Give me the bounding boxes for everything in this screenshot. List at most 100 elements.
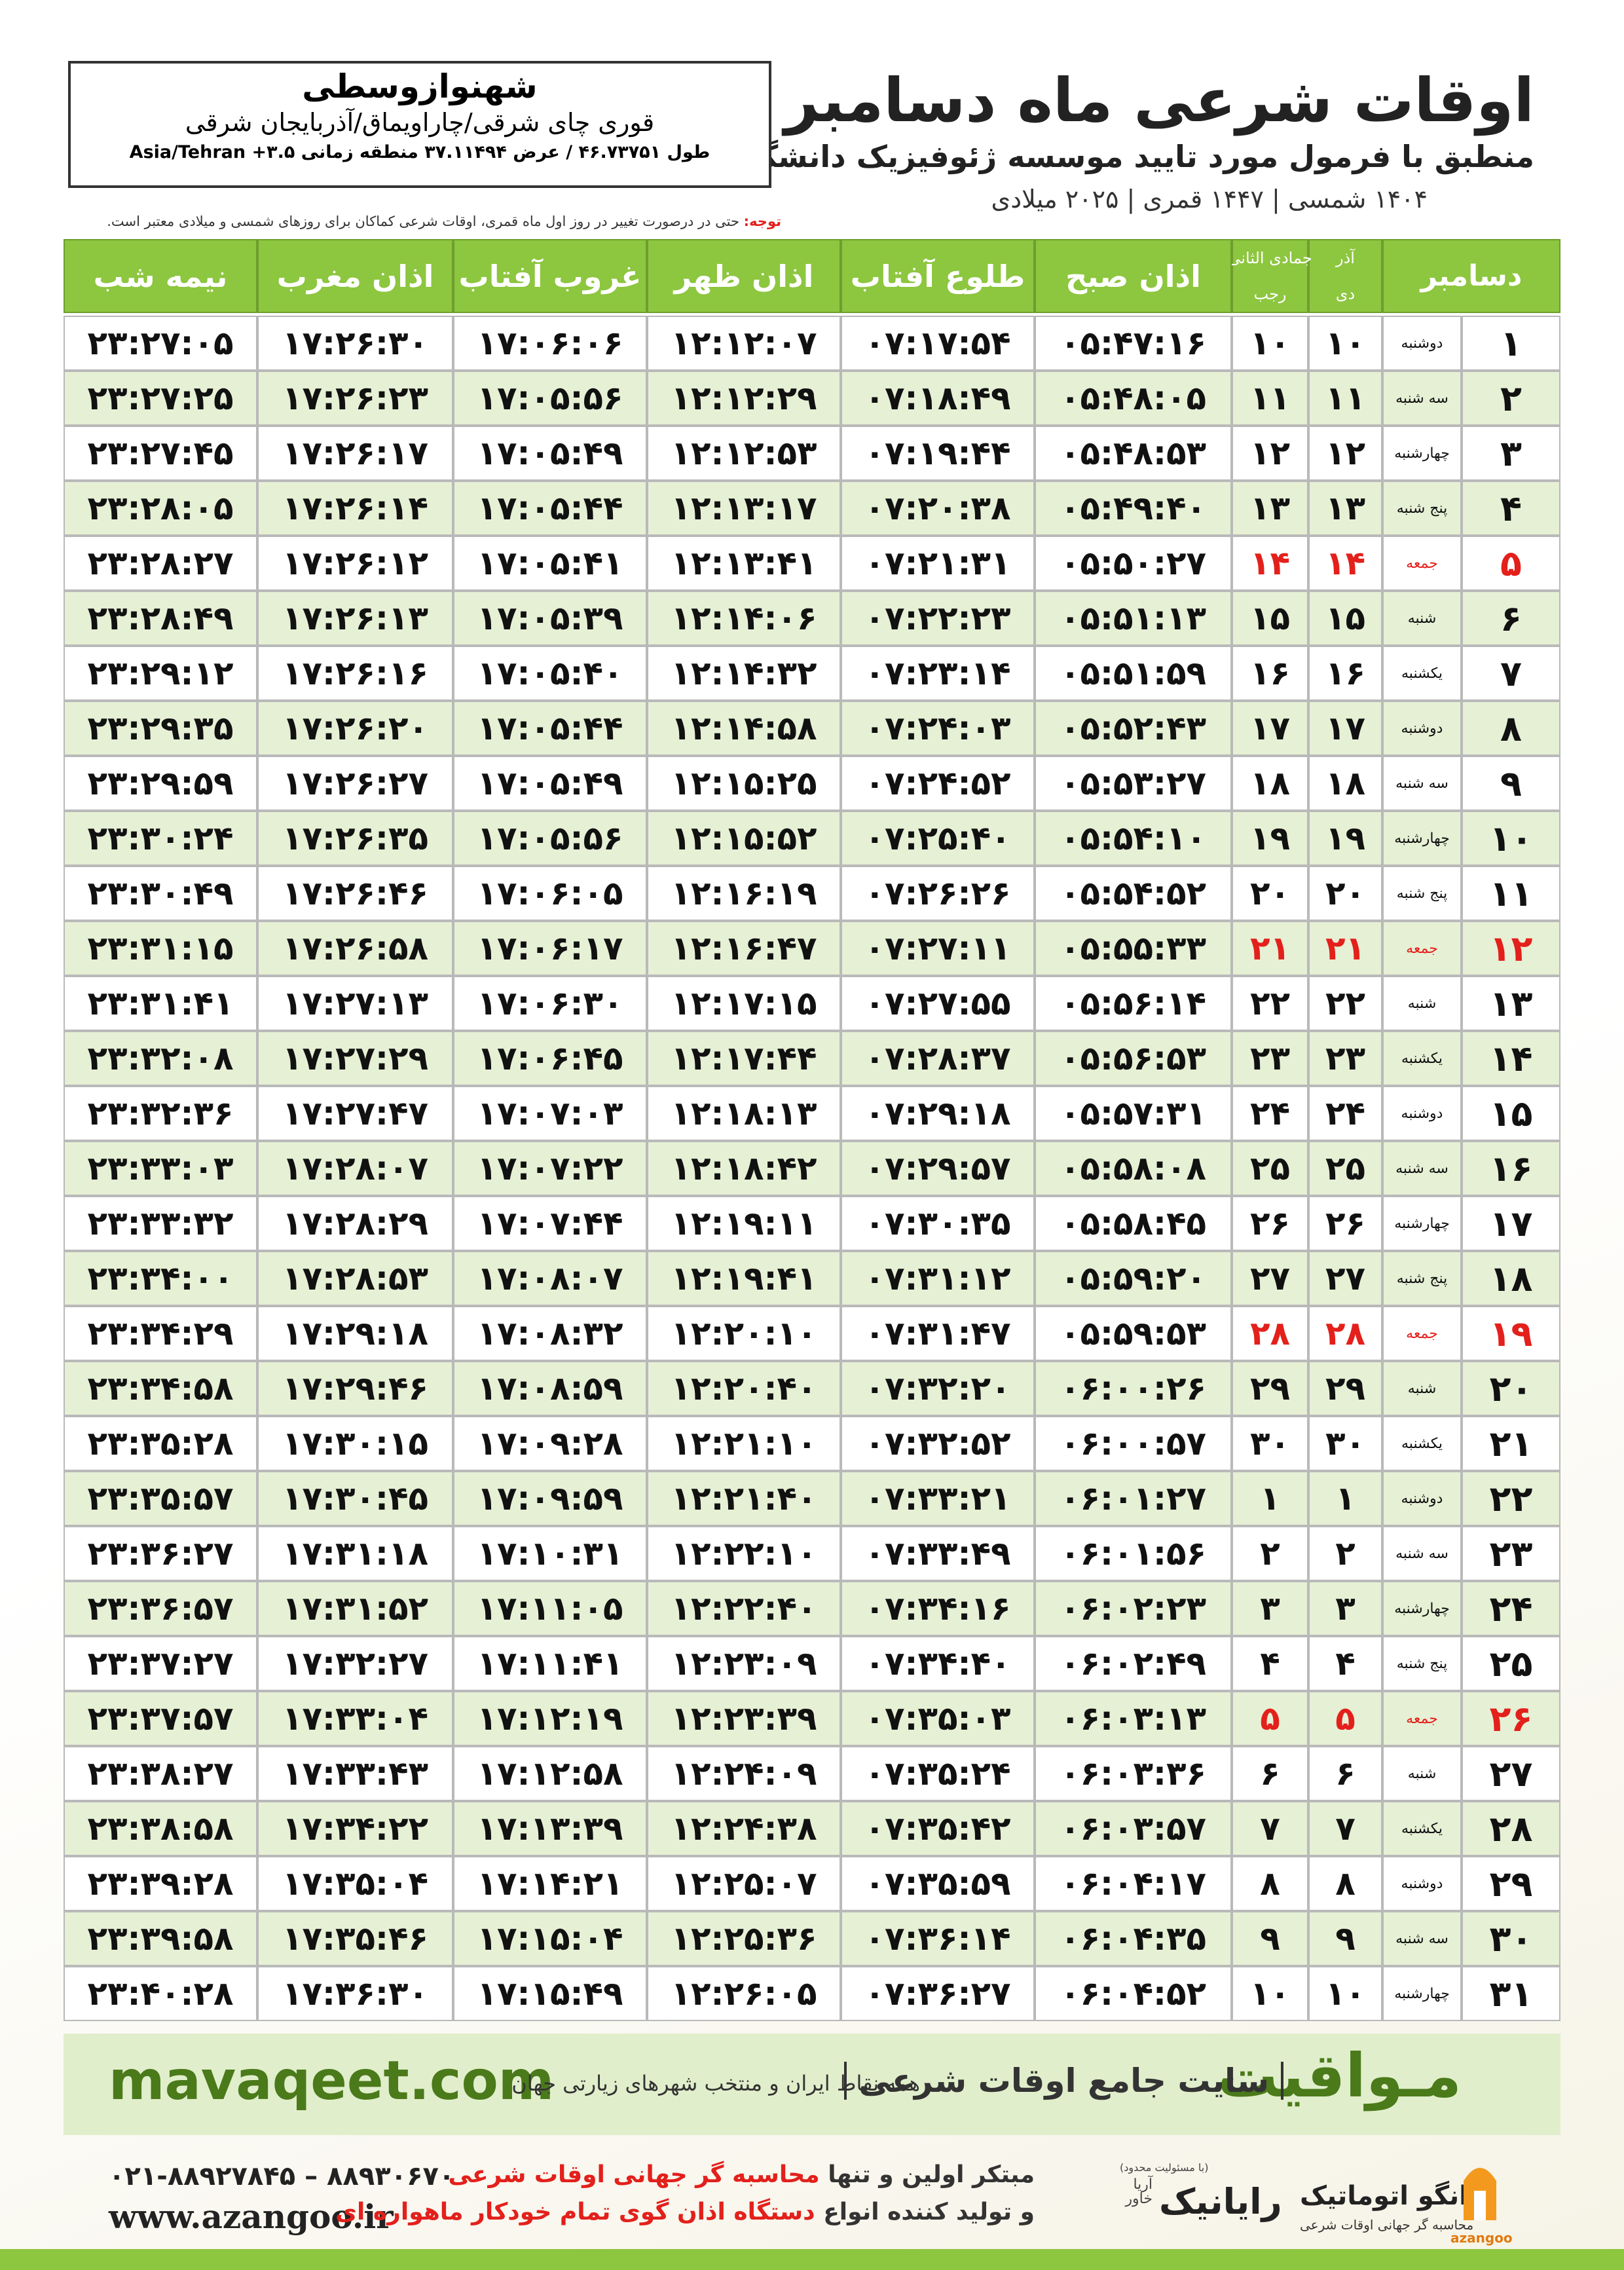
day-number: ۲۱	[1462, 1416, 1560, 1471]
time-cell: ۱۷:۳۳:۰۴	[257, 1691, 453, 1746]
date-cell: ۱۷	[1308, 701, 1382, 756]
time-cell: ۰۷:۳۶:۲۷	[841, 1966, 1035, 2021]
date-line: ۱۴۰۴ شمسی | ۱۴۴۷ قمری | ۲۰۲۵ میلادی	[991, 185, 1428, 214]
header-cell: آذر دی	[1308, 239, 1382, 313]
header-cell: جمادی الثانی رجب	[1228, 239, 1312, 313]
time-cell: ۰۶:۰۳:۳۶	[1035, 1746, 1232, 1801]
day-number: ۳۰	[1462, 1911, 1560, 1966]
time-cell: ۲۳:۳۹:۲۸	[64, 1856, 257, 1911]
time-cell: ۱۷:۲۶:۲۷	[257, 756, 453, 811]
tagline-text: مبتکر اولین و تنها	[828, 2161, 1035, 2188]
header-cell: نیمه شب	[64, 239, 257, 313]
time-cell: ۱۲:۲۴:۰۹	[647, 1746, 841, 1801]
time-cell: ۱۲:۱۵:۲۵	[647, 756, 841, 811]
time-cell: ۲۳:۲۹:۵۹	[64, 756, 257, 811]
time-cell: ۰۷:۳۱:۴۷	[841, 1306, 1035, 1361]
date-cell: ۲۸	[1308, 1306, 1382, 1361]
time-cell: ۲۳:۳۶:۵۷	[64, 1581, 257, 1636]
date-cell: ۱۱	[1308, 371, 1382, 426]
date-cell: ۲۹	[1232, 1361, 1308, 1416]
weekday: پنج شنبه	[1382, 866, 1462, 921]
time-cell: ۱۲:۱۳:۱۷	[647, 481, 841, 536]
time-cell: ۱۲:۲۴:۳۸	[647, 1801, 841, 1856]
weekday: جمعه	[1382, 1691, 1462, 1746]
time-cell: ۲۳:۳۸:۵۸	[64, 1801, 257, 1856]
time-cell: ۰۷:۳۵:۲۴	[841, 1746, 1035, 1801]
time-cell: ۱۷:۲۶:۳۰	[257, 316, 453, 371]
time-cell: ۲۳:۳۴:۵۸	[64, 1361, 257, 1416]
time-cell: ۰۵:۵۰:۲۷	[1035, 536, 1232, 591]
time-cell: ۰۷:۲۰:۳۸	[841, 481, 1035, 536]
logo-aria: آریا خاور	[1125, 2176, 1153, 2207]
time-cell: ۰۶:۰۱:۲۷	[1035, 1471, 1232, 1526]
time-cell: ۰۷:۳۰:۳۵	[841, 1196, 1035, 1251]
date-cell: ۲۹	[1308, 1361, 1382, 1416]
time-cell: ۱۷:۰۶:۳۰	[453, 976, 647, 1031]
azangoo-icon	[1464, 2168, 1496, 2220]
time-cell: ۱۷:۰۷:۰۳	[453, 1086, 647, 1141]
date-cell: ۵	[1308, 1691, 1382, 1746]
time-cell: ۱۲:۱۸:۱۳	[647, 1086, 841, 1141]
date-cell: ۳۰	[1232, 1416, 1308, 1471]
time-cell: ۲۳:۲۷:۰۵	[64, 316, 257, 371]
time-cell: ۱۷:۰۵:۴۹	[453, 756, 647, 811]
time-cell: ۰۶:۰۲:۲۳	[1035, 1581, 1232, 1636]
time-cell: ۱۲:۲۳:۳۹	[647, 1691, 841, 1746]
time-cell: ۱۲:۱۲:۰۷	[647, 316, 841, 371]
day-number: ۴	[1462, 481, 1560, 536]
date-cell: ۱۶	[1308, 646, 1382, 701]
note-text: حتی در درصورت تغییر در روز اول ماه قمری،…	[107, 214, 739, 229]
date-cell: ۲۴	[1308, 1086, 1382, 1141]
weekday: پنج شنبه	[1382, 1636, 1462, 1691]
date-cell: ۱۲	[1232, 426, 1308, 481]
date-cell: ۳	[1308, 1581, 1382, 1636]
time-cell: ۰۵:۵۲:۴۳	[1035, 701, 1232, 756]
time-cell: ۰۶:۰۴:۱۷	[1035, 1856, 1232, 1911]
weekday: پنج شنبه	[1382, 481, 1462, 536]
time-cell: ۰۵:۵۷:۳۱	[1035, 1086, 1232, 1141]
day-number: ۲۰	[1462, 1361, 1560, 1416]
logo-note: (با مسئولیت محدود)	[1120, 2161, 1209, 2174]
day-number: ۱۷	[1462, 1196, 1560, 1251]
location-name: شهنوازوسطی	[302, 67, 538, 105]
time-cell: ۰۷:۳۵:۰۳	[841, 1691, 1035, 1746]
time-cell: ۲۳:۳۱:۴۱	[64, 976, 257, 1031]
time-cell: ۱۲:۱۶:۴۷	[647, 921, 841, 976]
date-cell: ۲۳	[1232, 1031, 1308, 1086]
date-cell: ۱۵	[1232, 591, 1308, 646]
time-cell: ۱۷:۱۳:۳۹	[453, 1801, 647, 1856]
time-cell: ۰۵:۵۶:۱۴	[1035, 976, 1232, 1031]
time-cell: ۱۷:۲۶:۴۶	[257, 866, 453, 921]
date-cell: ۱۴	[1308, 536, 1382, 591]
date-cell: ۵	[1232, 1691, 1308, 1746]
time-cell: ۰۶:۰۳:۱۳	[1035, 1691, 1232, 1746]
day-number: ۱۱	[1462, 866, 1560, 921]
time-cell: ۱۲:۱۴:۰۶	[647, 591, 841, 646]
date-cell: ۱	[1308, 1471, 1382, 1526]
date-cell: ۱۴	[1232, 536, 1308, 591]
time-cell: ۱۷:۰۶:۰۶	[453, 316, 647, 371]
time-cell: ۲۳:۳۴:۰۰	[64, 1251, 257, 1306]
time-cell: ۱۷:۳۱:۵۲	[257, 1581, 453, 1636]
date-cell: ۱۳	[1308, 481, 1382, 536]
tagline-highlight: محاسبه گر جهانی اوقات شرعی	[448, 2161, 820, 2188]
day-number: ۲۷	[1462, 1746, 1560, 1801]
time-cell: ۰۵:۴۸:۵۳	[1035, 426, 1232, 481]
date-cell: ۱۰	[1232, 1966, 1308, 2021]
time-cell: ۱۷:۳۵:۰۴	[257, 1856, 453, 1911]
time-cell: ۱۲:۱۹:۱۱	[647, 1196, 841, 1251]
time-cell: ۱۷:۳۳:۴۳	[257, 1746, 453, 1801]
date-cell: ۲۸	[1232, 1306, 1308, 1361]
time-cell: ۱۷:۰۵:۴۱	[453, 536, 647, 591]
time-cell: ۲۳:۲۹:۱۲	[64, 646, 257, 701]
time-cell: ۰۷:۱۹:۴۴	[841, 426, 1035, 481]
time-cell: ۲۳:۲۸:۰۵	[64, 481, 257, 536]
subtitle: منطبق با فرمول مورد تایید موسسه ژئوفیزیک…	[635, 139, 1534, 174]
time-cell: ۰۷:۳۲:۵۲	[841, 1416, 1035, 1471]
time-cell: ۱۲:۲۰:۱۰	[647, 1306, 841, 1361]
time-cell: ۲۳:۳۳:۰۳	[64, 1141, 257, 1196]
time-cell: ۰۶:۰۱:۵۶	[1035, 1526, 1232, 1581]
time-cell: ۰۵:۵۸:۰۸	[1035, 1141, 1232, 1196]
time-cell: ۰۶:۰۴:۵۲	[1035, 1966, 1232, 2021]
time-cell: ۱۷:۲۹:۱۸	[257, 1306, 453, 1361]
